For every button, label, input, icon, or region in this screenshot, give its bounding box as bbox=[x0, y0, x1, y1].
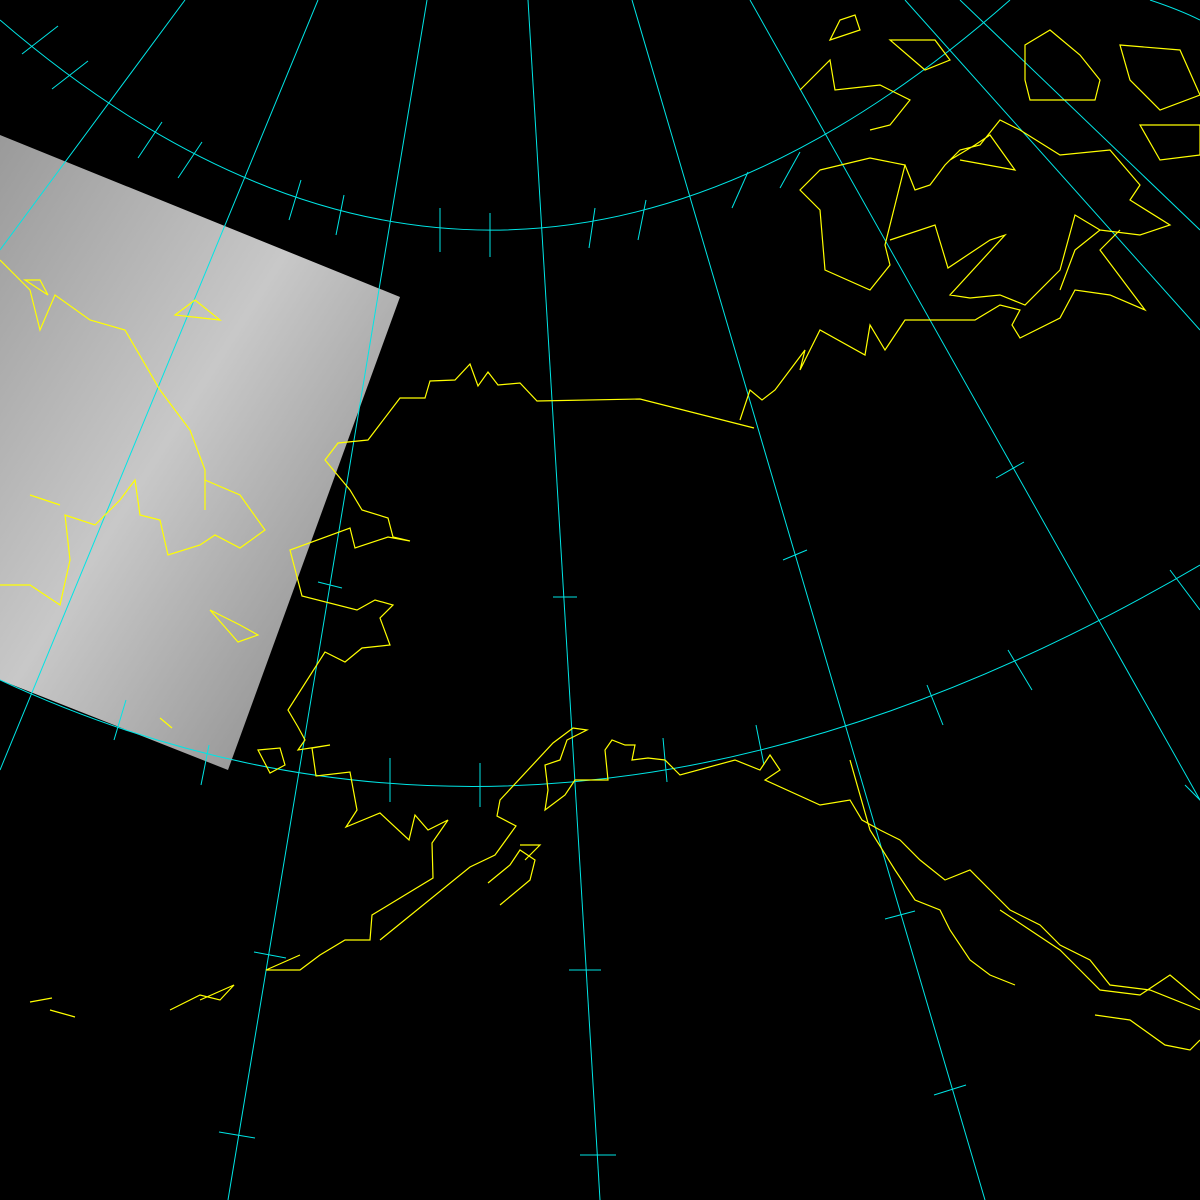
alaska-coastline bbox=[265, 362, 1200, 1011]
grid-tick-mark bbox=[137, 121, 163, 159]
grid-tick-mark bbox=[113, 699, 127, 741]
latitude-circle bbox=[0, 0, 1011, 231]
grid-tick-mark bbox=[200, 744, 210, 786]
grid-tick-mark bbox=[51, 60, 89, 90]
grid-tick-mark bbox=[884, 910, 916, 920]
grid-tick-mark bbox=[335, 194, 345, 236]
grid-tick-mark bbox=[288, 179, 302, 221]
meridian-line bbox=[0, 0, 186, 251]
grid-tick-mark bbox=[731, 171, 749, 209]
grid-tick-mark bbox=[779, 151, 801, 189]
grid-tick-mark bbox=[637, 199, 647, 241]
grid-tick-marks bbox=[21, 25, 1200, 1156]
grid-tick-mark bbox=[926, 684, 944, 726]
meridian-line bbox=[527, 0, 601, 1200]
grid-tick-mark bbox=[253, 951, 287, 959]
panhandle-coastline bbox=[849, 759, 1200, 1051]
grid-tick-mark bbox=[21, 25, 59, 55]
latitude-circle bbox=[1149, 0, 1200, 21]
grid-tick-mark bbox=[933, 1084, 967, 1096]
grid-tick-mark bbox=[1007, 649, 1033, 691]
meridian-line bbox=[904, 0, 1200, 331]
siberia-coastline bbox=[0, 259, 286, 774]
grid-tick-mark bbox=[1184, 784, 1200, 801]
meridian-line bbox=[749, 0, 1200, 801]
meridian-line bbox=[959, 0, 1200, 231]
meridian-line bbox=[631, 0, 986, 1200]
grid-tick-mark bbox=[782, 549, 808, 561]
meridian-line bbox=[227, 0, 428, 1200]
grid-tick-mark bbox=[588, 207, 596, 249]
grid-tick-mark bbox=[317, 581, 343, 589]
grid-tick-mark bbox=[755, 724, 765, 766]
satellite-image-swath bbox=[0, 135, 400, 770]
meridian-line bbox=[0, 0, 319, 771]
grid-tick-mark bbox=[177, 141, 203, 179]
grid-tick-mark bbox=[995, 461, 1025, 479]
chukotka-coastline bbox=[799, 14, 1200, 306]
coastlines bbox=[0, 14, 1200, 1051]
grid-tick-mark bbox=[1169, 569, 1200, 611]
canada-coastline bbox=[739, 229, 1147, 421]
grid-tick-mark bbox=[218, 1131, 256, 1139]
alaska-peninsula-islands bbox=[29, 844, 542, 1018]
latitude-circle bbox=[0, 564, 1200, 787]
